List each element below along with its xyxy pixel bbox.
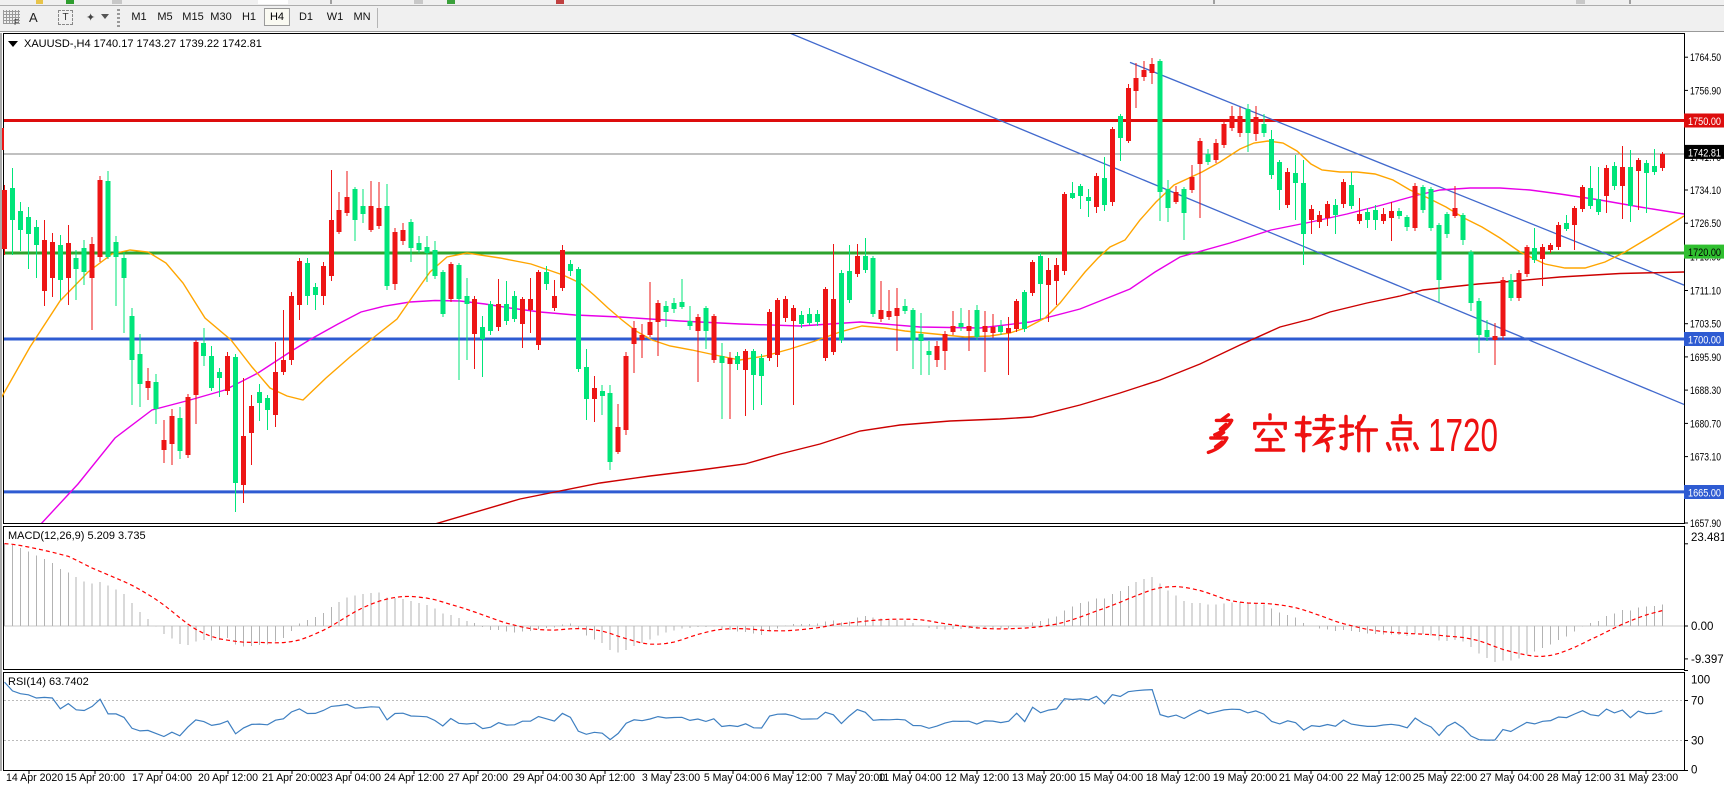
svg-text:70: 70 xyxy=(1691,696,1704,708)
svg-text:11 May 04:00: 11 May 04:00 xyxy=(878,772,942,784)
svg-text:MACD(12,26,9) 5.209 3.735: MACD(12,26,9) 5.209 3.735 xyxy=(8,530,146,542)
svg-text:3 May 23:00: 3 May 23:00 xyxy=(642,772,700,784)
svg-text:1726.50: 1726.50 xyxy=(1690,218,1721,230)
svg-text:1711.10: 1711.10 xyxy=(1690,286,1721,298)
svg-text:-9.397: -9.397 xyxy=(1691,654,1724,666)
svg-text:27 May 04:00: 27 May 04:00 xyxy=(1480,772,1544,784)
svg-text:1742.81: 1742.81 xyxy=(1688,147,1721,159)
svg-text:21 Apr 20:00: 21 Apr 20:00 xyxy=(262,772,322,784)
svg-text:0: 0 xyxy=(1691,765,1697,777)
svg-text:1764.50: 1764.50 xyxy=(1690,52,1721,64)
svg-text:1673.10: 1673.10 xyxy=(1690,452,1721,464)
svg-text:12 May 12:00: 12 May 12:00 xyxy=(945,772,1009,784)
svg-text:1734.10: 1734.10 xyxy=(1690,185,1721,197)
svg-text:15 May 04:00: 15 May 04:00 xyxy=(1079,772,1143,784)
svg-text:1688.30: 1688.30 xyxy=(1690,385,1721,397)
svg-text:19 May 20:00: 19 May 20:00 xyxy=(1213,772,1277,784)
svg-text:20 Apr 12:00: 20 Apr 12:00 xyxy=(198,772,258,784)
svg-text:1720.00: 1720.00 xyxy=(1688,247,1721,259)
svg-text:21 May 04:00: 21 May 04:00 xyxy=(1279,772,1343,784)
svg-text:27 Apr 20:00: 27 Apr 20:00 xyxy=(448,772,508,784)
svg-text:28 May 12:00: 28 May 12:00 xyxy=(1547,772,1611,784)
svg-text:31 May 23:00: 31 May 23:00 xyxy=(1614,772,1678,784)
svg-text:18 May 12:00: 18 May 12:00 xyxy=(1146,772,1210,784)
svg-text:XAUUSD-,H4 1740.17 1743.27 17: XAUUSD-,H4 1740.17 1743.27 1739.22 1742.… xyxy=(24,38,262,50)
svg-text:30: 30 xyxy=(1691,736,1704,748)
svg-text:1665.00: 1665.00 xyxy=(1688,488,1721,500)
svg-text:1750.00: 1750.00 xyxy=(1688,116,1721,128)
svg-text:6 May 12:00: 6 May 12:00 xyxy=(764,772,822,784)
svg-text:1703.50: 1703.50 xyxy=(1690,319,1721,331)
svg-text:1700.00: 1700.00 xyxy=(1688,335,1721,347)
svg-text:17 Apr 04:00: 17 Apr 04:00 xyxy=(132,772,192,784)
svg-text:14 Apr 2020: 14 Apr 2020 xyxy=(6,772,63,784)
svg-text:23 Apr 04:00: 23 Apr 04:00 xyxy=(321,772,381,784)
svg-text:24 Apr 12:00: 24 Apr 12:00 xyxy=(384,772,444,784)
svg-text:22 May 12:00: 22 May 12:00 xyxy=(1347,772,1411,784)
svg-text:29 Apr 04:00: 29 Apr 04:00 xyxy=(513,772,573,784)
svg-text:0.00: 0.00 xyxy=(1691,621,1713,633)
svg-text:13 May 20:00: 13 May 20:00 xyxy=(1012,772,1076,784)
svg-text:1720: 1720 xyxy=(1428,409,1498,461)
svg-text:1680.70: 1680.70 xyxy=(1690,418,1721,430)
svg-text:7 May 20:00: 7 May 20:00 xyxy=(827,772,885,784)
svg-text:1657.90: 1657.90 xyxy=(1690,518,1721,530)
svg-text:30 Apr 12:00: 30 Apr 12:00 xyxy=(575,772,635,784)
svg-text:RSI(14) 63.7402: RSI(14) 63.7402 xyxy=(8,676,89,688)
svg-text:23.481: 23.481 xyxy=(1691,532,1724,544)
svg-text:25 May 22:00: 25 May 22:00 xyxy=(1413,772,1477,784)
svg-text:5 May 04:00: 5 May 04:00 xyxy=(704,772,762,784)
svg-text:1756.90: 1756.90 xyxy=(1690,85,1721,97)
svg-text:15 Apr 20:00: 15 Apr 20:00 xyxy=(65,772,125,784)
svg-text:100: 100 xyxy=(1691,675,1710,687)
svg-text:1695.90: 1695.90 xyxy=(1690,352,1721,364)
